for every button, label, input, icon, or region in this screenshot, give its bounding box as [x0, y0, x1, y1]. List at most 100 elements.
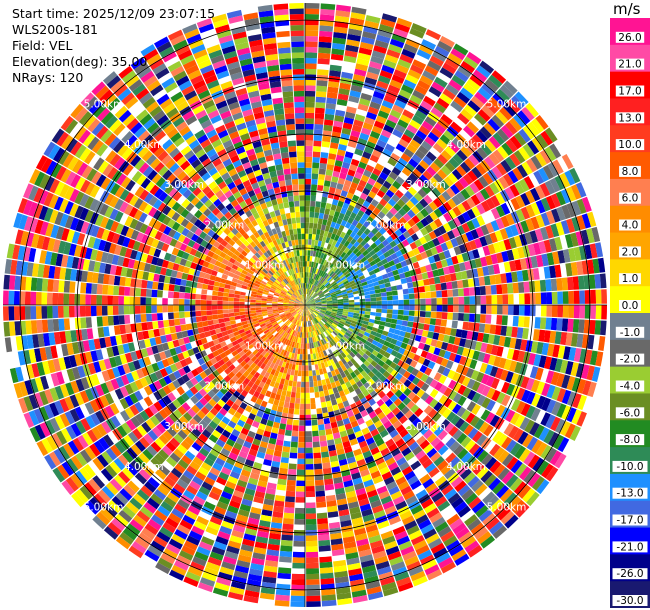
ray-gate: [373, 336, 381, 343]
ray-gate: [305, 464, 314, 470]
ray-gate: [305, 302, 310, 305]
ray-gate: [228, 293, 235, 298]
ray-gate: [530, 341, 539, 354]
ray-gate: [414, 149, 426, 160]
ray-gate: [332, 306, 338, 309]
ray-gate: [496, 162, 508, 176]
ray-gate: [358, 289, 365, 294]
ray-gate: [329, 142, 339, 150]
ray-gate: [349, 164, 358, 172]
ray-gate: [8, 306, 15, 321]
ray-gate: [380, 129, 392, 139]
ray-gate: [306, 595, 321, 602]
ray-gate: [374, 223, 383, 231]
ray-gate: [337, 305, 344, 307]
ray-gate: [451, 255, 459, 265]
ray-gate: [507, 283, 514, 294]
ray-gate: [239, 311, 246, 316]
ray-gate: [364, 20, 380, 29]
ray-gate: [492, 149, 505, 163]
ray-gate: [312, 279, 317, 285]
ray-gate: [444, 161, 456, 173]
ray-gate: [394, 228, 403, 237]
ray-gate: [354, 327, 361, 333]
ray-gate: [85, 305, 92, 317]
ray-gate: [572, 319, 580, 333]
ray-gate: [335, 10, 351, 18]
ray-gate: [293, 375, 298, 382]
ray-gate: [289, 374, 294, 381]
ray-gate: [439, 180, 450, 191]
ray-gate: [314, 287, 319, 293]
ray-gate: [305, 507, 316, 514]
ray-gate: [162, 305, 168, 313]
ray-gate: [408, 172, 419, 183]
ray-gate: [261, 305, 267, 308]
ray-gate: [467, 322, 475, 331]
ray-gate: [359, 307, 366, 312]
ray-gate: [550, 278, 558, 292]
ray-gate: [316, 288, 321, 294]
ray-gate: [589, 243, 598, 259]
ray-gate: [399, 53, 414, 64]
ray-gate: [371, 227, 379, 235]
ray-gate: [462, 173, 474, 185]
ray-gate: [334, 159, 343, 167]
ray-gate: [349, 280, 356, 285]
ray-gate: [420, 373, 429, 383]
ray-gate: [325, 102, 336, 110]
ray-gate: [358, 179, 367, 188]
ray-gate: [465, 412, 476, 424]
ray-gate: [317, 184, 324, 192]
ray-gate: [492, 132, 505, 146]
ray-gate: [487, 334, 495, 345]
ray-gate: [140, 297, 146, 305]
ray-gate: [533, 354, 542, 367]
ray-gate: [500, 325, 508, 336]
ray-gate: [401, 362, 410, 371]
ray-gate: [349, 90, 361, 98]
ray-gate: [13, 306, 20, 321]
ray-gate: [305, 305, 311, 307]
ray-gate: [312, 375, 318, 382]
ray-gate: [368, 61, 383, 70]
ray-gate: [322, 316, 329, 322]
ray-gate: [135, 287, 142, 297]
ray-gate: [332, 321, 339, 326]
ray-gate: [494, 325, 502, 336]
ray-gate: [512, 349, 520, 361]
ray-gate: [474, 341, 483, 352]
ray-gate: [386, 227, 395, 236]
ray-gate: [306, 272, 309, 278]
ray-gate: [314, 113, 325, 120]
ray-gate: [405, 200, 415, 210]
ray-gate: [409, 28, 425, 39]
ray-gate: [452, 392, 462, 404]
ray-gate: [313, 279, 318, 286]
ray-gate: [541, 383, 551, 397]
ray-gate: [488, 74, 503, 88]
ray-gate: [407, 69, 422, 80]
ray-gate: [305, 354, 308, 360]
ray-gate: [395, 250, 403, 258]
ray-gate: [487, 243, 496, 255]
ray-gate: [550, 223, 560, 238]
ray-gate: [343, 253, 349, 260]
ray-gate: [3, 290, 9, 305]
ray-gate: [412, 261, 420, 269]
ray-gate: [370, 55, 384, 65]
ray-gate: [342, 184, 350, 193]
ray-gate: [310, 303, 316, 305]
ray-gate: [439, 67, 454, 79]
ray-gate: [195, 293, 202, 300]
ray-gate: [420, 208, 429, 218]
ray-gate: [322, 191, 329, 198]
ray-gate: [471, 392, 482, 404]
ray-gate: [482, 172, 494, 185]
ray-gate: [539, 279, 547, 292]
ray-gate: [404, 332, 412, 339]
ray-gate: [535, 367, 544, 381]
ray-gate: [407, 218, 416, 228]
ray-gate: [370, 301, 377, 305]
ray-gate: [415, 202, 425, 212]
